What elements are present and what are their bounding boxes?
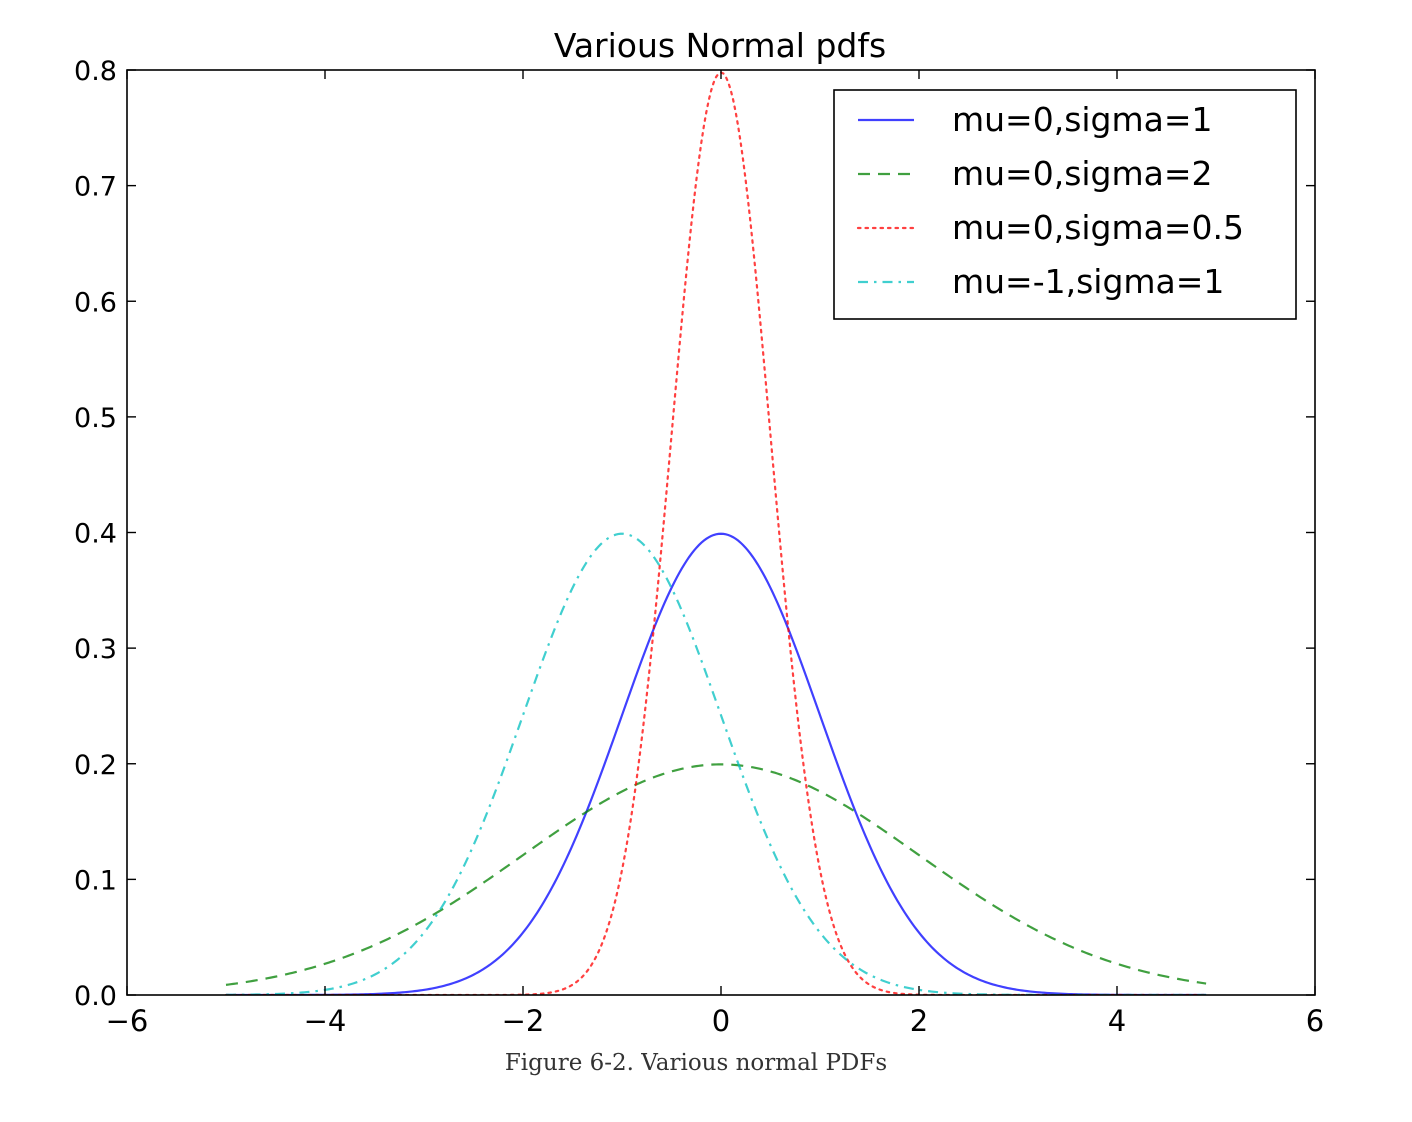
legend: mu=0,sigma=1 mu=0,sigma=2 mu=0,sigma=0.5 mu… [833, 89, 1297, 320]
legend-label-4: mu=-1,sigma=1 [952, 262, 1224, 301]
legend-label-3: mu=0,sigma=0.5 [952, 208, 1244, 247]
legend-label-1: mu=0,sigma=1 [952, 100, 1213, 139]
series-line-2 [225, 763, 1207, 986]
x-tick-label: −6 [106, 1004, 149, 1038]
series-line-3 [224, 71, 1208, 995]
y-tick-label: 0.5 [74, 403, 117, 434]
y-tick-label: 0.7 [74, 172, 117, 203]
legend-box [833, 89, 1297, 320]
legend-label-2: mu=0,sigma=2 [952, 154, 1213, 193]
x-tick-label: 2 [910, 1004, 928, 1038]
axes: −6 −4 −2 0 2 4 6 0.0 0.1 0.2 0.3 0.4 0.5 0.6 0.7 0.8 [74, 56, 1324, 1038]
x-tick-label: 0 [712, 1004, 730, 1038]
x-tick-label: 6 [1306, 1004, 1324, 1038]
x-tick-label: 4 [1108, 1004, 1126, 1038]
y-tick-label: 0.2 [74, 750, 117, 781]
x-tick-label: −4 [304, 1004, 347, 1038]
figure-caption: Figure 6-2. Various normal PDFs [504, 1050, 888, 1076]
y-tick-label: 0.1 [74, 865, 117, 896]
y-tick-label: 0.8 [74, 56, 117, 87]
y-tick-label: 0.0 [74, 981, 117, 1012]
y-tick-label: 0.4 [74, 519, 117, 550]
x-tick-label: −2 [502, 1004, 545, 1038]
series-line-1 [226, 532, 1207, 995]
chart-title: Various Normal pdfs [554, 26, 886, 65]
y-tick-label: 0.6 [74, 287, 117, 318]
y-tick-label: 0.3 [74, 634, 117, 665]
